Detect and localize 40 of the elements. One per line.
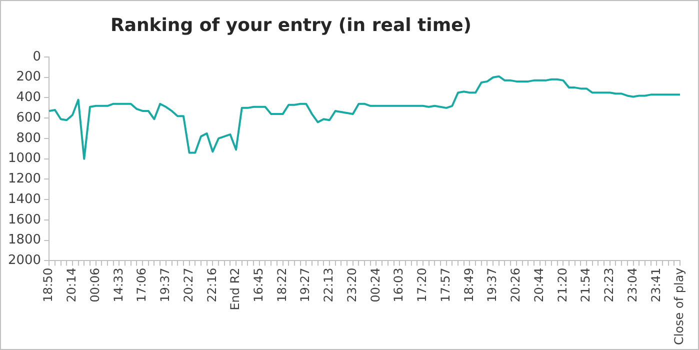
x-tick-label: 00:06 xyxy=(88,268,102,302)
x-tick-label: 00:24 xyxy=(368,268,382,302)
x-tick-label: 17:20 xyxy=(415,268,430,302)
y-tick-label: 1800 xyxy=(8,232,42,248)
x-tick-label: 17:06 xyxy=(134,268,149,302)
y-tick-label: 2000 xyxy=(8,253,42,268)
x-tick-label: 21:20 xyxy=(555,268,570,302)
x-tick-label: 21:54 xyxy=(578,268,593,302)
x-tick-label: 19:37 xyxy=(158,268,172,302)
x-tick-label: 20:26 xyxy=(508,268,523,302)
x-tick-label: 20:44 xyxy=(532,268,546,302)
x-tick-label: 17:57 xyxy=(438,268,452,302)
x-tick-label: 22:23 xyxy=(602,268,616,302)
y-tick-label: 1400 xyxy=(8,192,42,207)
x-tick-label: Close of play xyxy=(672,268,686,346)
chart-title: Ranking of your entry (in real time) xyxy=(109,15,473,36)
x-tick-label: 22:16 xyxy=(204,268,219,302)
x-tick-label: 20:14 xyxy=(64,268,79,302)
x-tick-label: 16:45 xyxy=(252,268,266,302)
y-tick-label: 400 xyxy=(16,90,42,106)
x-tick-label: 19:27 xyxy=(298,268,312,302)
y-tick-label: 800 xyxy=(16,130,42,146)
y-tick-label: 1600 xyxy=(8,212,42,228)
x-tick-label: 19:37 xyxy=(485,268,500,302)
x-tick-label: 22:13 xyxy=(322,268,336,302)
x-tick-label: 23:20 xyxy=(344,268,359,302)
y-tick-label: 1200 xyxy=(8,172,42,187)
x-tick-label: 23:41 xyxy=(648,268,663,302)
y-tick-label: 0 xyxy=(32,49,42,64)
x-tick-label: 20:27 xyxy=(181,268,196,302)
x-tick-label: 18:50 xyxy=(41,268,56,302)
y-tick-label: 600 xyxy=(16,110,42,126)
x-tick-label: 23:04 xyxy=(625,268,640,302)
x-tick-label: End R2 xyxy=(228,268,242,310)
y-tick-label: 200 xyxy=(16,70,42,85)
x-tick-label: 16:03 xyxy=(392,268,406,302)
x-tick-label: 18:49 xyxy=(462,268,476,302)
x-tick-label: 18:22 xyxy=(274,268,289,302)
y-tick-label: 1000 xyxy=(8,151,42,166)
x-tick-label: 14:33 xyxy=(111,268,126,302)
